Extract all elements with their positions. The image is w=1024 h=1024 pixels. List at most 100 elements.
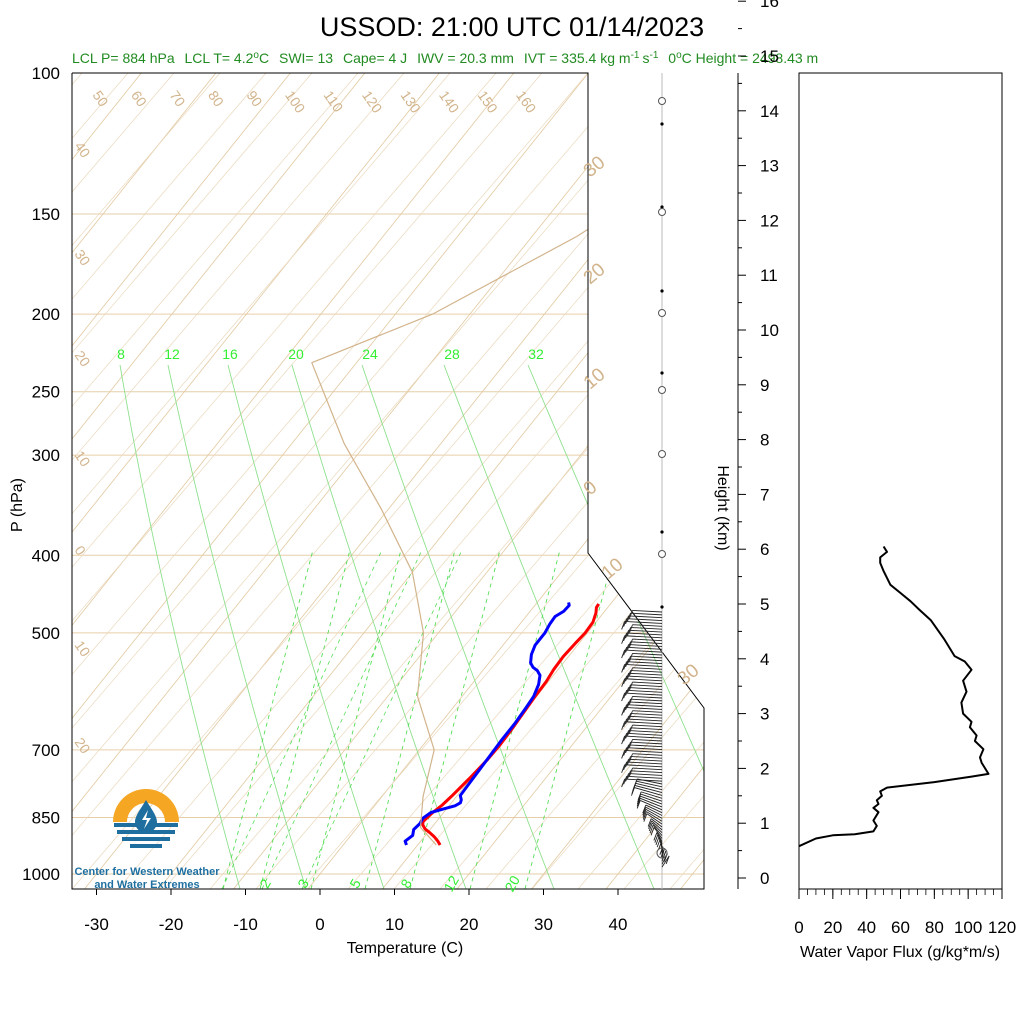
adiabat-line — [72, 73, 175, 889]
height-tick-label: 7 — [760, 485, 769, 504]
wind-barb — [628, 644, 663, 647]
adiabat-line — [439, 73, 704, 889]
stat-ivt: IVT = 335.4 kg m — [524, 50, 631, 66]
wind-barb — [626, 747, 663, 751]
flux-tick-label: 80 — [925, 918, 944, 937]
wind-barb-flag — [650, 827, 655, 836]
wind-barb — [651, 820, 663, 831]
flux-tick-label: 120 — [988, 918, 1016, 937]
moist-adiabat-line — [443, 364, 655, 889]
pressure-tick-label: 150 — [32, 205, 60, 224]
adiabat-line — [623, 73, 704, 889]
wind-barb — [630, 670, 663, 673]
calm-marker — [658, 208, 666, 216]
mixing-ratio-line — [222, 549, 314, 889]
wind-barb — [630, 655, 663, 659]
adiabat-line — [72, 73, 313, 889]
wind-barb-flag — [629, 710, 633, 719]
wind-barb — [656, 832, 663, 842]
isotherm-line — [529, 73, 704, 889]
wind-barb-flag — [623, 704, 628, 713]
wind-barb-flag — [629, 739, 633, 748]
wind-barb-flag — [625, 730, 629, 739]
temp-tick-label: 30 — [534, 915, 553, 934]
wind-barb — [661, 855, 670, 868]
moist-adiabat-line — [361, 364, 555, 889]
isotherm-line — [157, 73, 704, 889]
temp-tick-label: -20 — [159, 915, 184, 934]
moist-adiabat-line — [227, 364, 385, 889]
adiabat-line — [72, 73, 267, 889]
isotherm-left-label: 10 — [72, 638, 94, 660]
flux-plot: 0 20 40 60 80 100 120 — [794, 545, 1016, 937]
wind-barb-flag — [627, 741, 631, 751]
dewpoint-line — [403, 602, 571, 846]
wind-barb-flag — [625, 615, 629, 625]
wind-barb-flag — [627, 627, 631, 636]
wind-barb — [628, 730, 663, 733]
mixing-ratio-top-label: 24 — [362, 346, 378, 362]
wind-barb — [624, 706, 663, 710]
wind-barb — [653, 827, 663, 839]
isotherm-right-label: 30 — [674, 660, 704, 690]
mixing-ratio-top-label: 8 — [117, 346, 125, 362]
height-tick-label: 8 — [760, 431, 769, 450]
isotherm-top-label: 100 — [282, 88, 309, 116]
wind-barb-flag — [621, 635, 626, 644]
isotherm-right-label: 10 — [598, 554, 628, 584]
wind-barb-flag — [623, 647, 628, 656]
isotherm-top-label: 50 — [90, 88, 112, 110]
pressure-tick-label: 250 — [32, 383, 60, 402]
adiabat-line — [393, 73, 704, 889]
wind-barb — [628, 744, 663, 748]
wind-barb-flag — [629, 696, 633, 705]
height-tick-label: 0 — [760, 869, 769, 888]
wind-barb — [640, 797, 663, 808]
isotherm-left-label: 20 — [72, 735, 94, 757]
isotherm-top-label: 160 — [513, 88, 540, 116]
adiabat-line — [72, 73, 635, 889]
wind-barb — [624, 663, 663, 667]
wind-barb-flag — [648, 820, 653, 829]
isotherm-left-label: 10 — [72, 448, 94, 470]
wind-barb-flag — [623, 632, 628, 642]
wind-barb — [626, 704, 663, 708]
wind-barb-flag — [625, 701, 629, 711]
wind-barb — [624, 721, 663, 725]
wind-barb-flag — [623, 718, 628, 728]
wind-barb-flag — [642, 807, 647, 816]
wind-barb — [626, 689, 663, 693]
adiabat-line — [531, 73, 704, 889]
isotherm-line — [455, 73, 704, 889]
wind-barb-flag — [629, 681, 633, 691]
calm-marker — [658, 450, 666, 458]
height-tick-label: 3 — [760, 705, 769, 724]
wind-barb — [632, 652, 663, 656]
temp-tick-label: 10 — [385, 915, 404, 934]
skewt-background — [72, 73, 704, 889]
wind-dot — [660, 530, 664, 534]
wind-barb-flag — [629, 610, 633, 619]
wind-barb-flag — [627, 698, 631, 708]
adiabat-line — [577, 73, 704, 889]
mixing-ratio-line — [259, 549, 351, 889]
mixing-ratio-top-label: 12 — [164, 346, 180, 362]
adiabat-line — [117, 73, 704, 889]
wind-barb — [632, 710, 663, 713]
wind-barb — [634, 785, 663, 794]
wind-barb — [632, 753, 663, 756]
wind-barb — [626, 732, 663, 736]
mixing-ratio-bottom-label: 20 — [501, 873, 523, 895]
wind-barb — [626, 661, 663, 665]
isotherm-left-label: 20 — [72, 348, 94, 370]
wind-barb — [626, 632, 663, 636]
skewt-frame — [71, 72, 705, 890]
wind-barb-flag — [637, 793, 642, 803]
temperature-line — [421, 603, 600, 846]
adiabat-line — [72, 73, 704, 889]
wind-barb — [632, 609, 663, 613]
isotherm-line — [72, 73, 380, 889]
pressure-tick-label: 850 — [32, 808, 60, 827]
wind-barb — [646, 813, 663, 825]
wind-barb-flag — [665, 855, 670, 865]
